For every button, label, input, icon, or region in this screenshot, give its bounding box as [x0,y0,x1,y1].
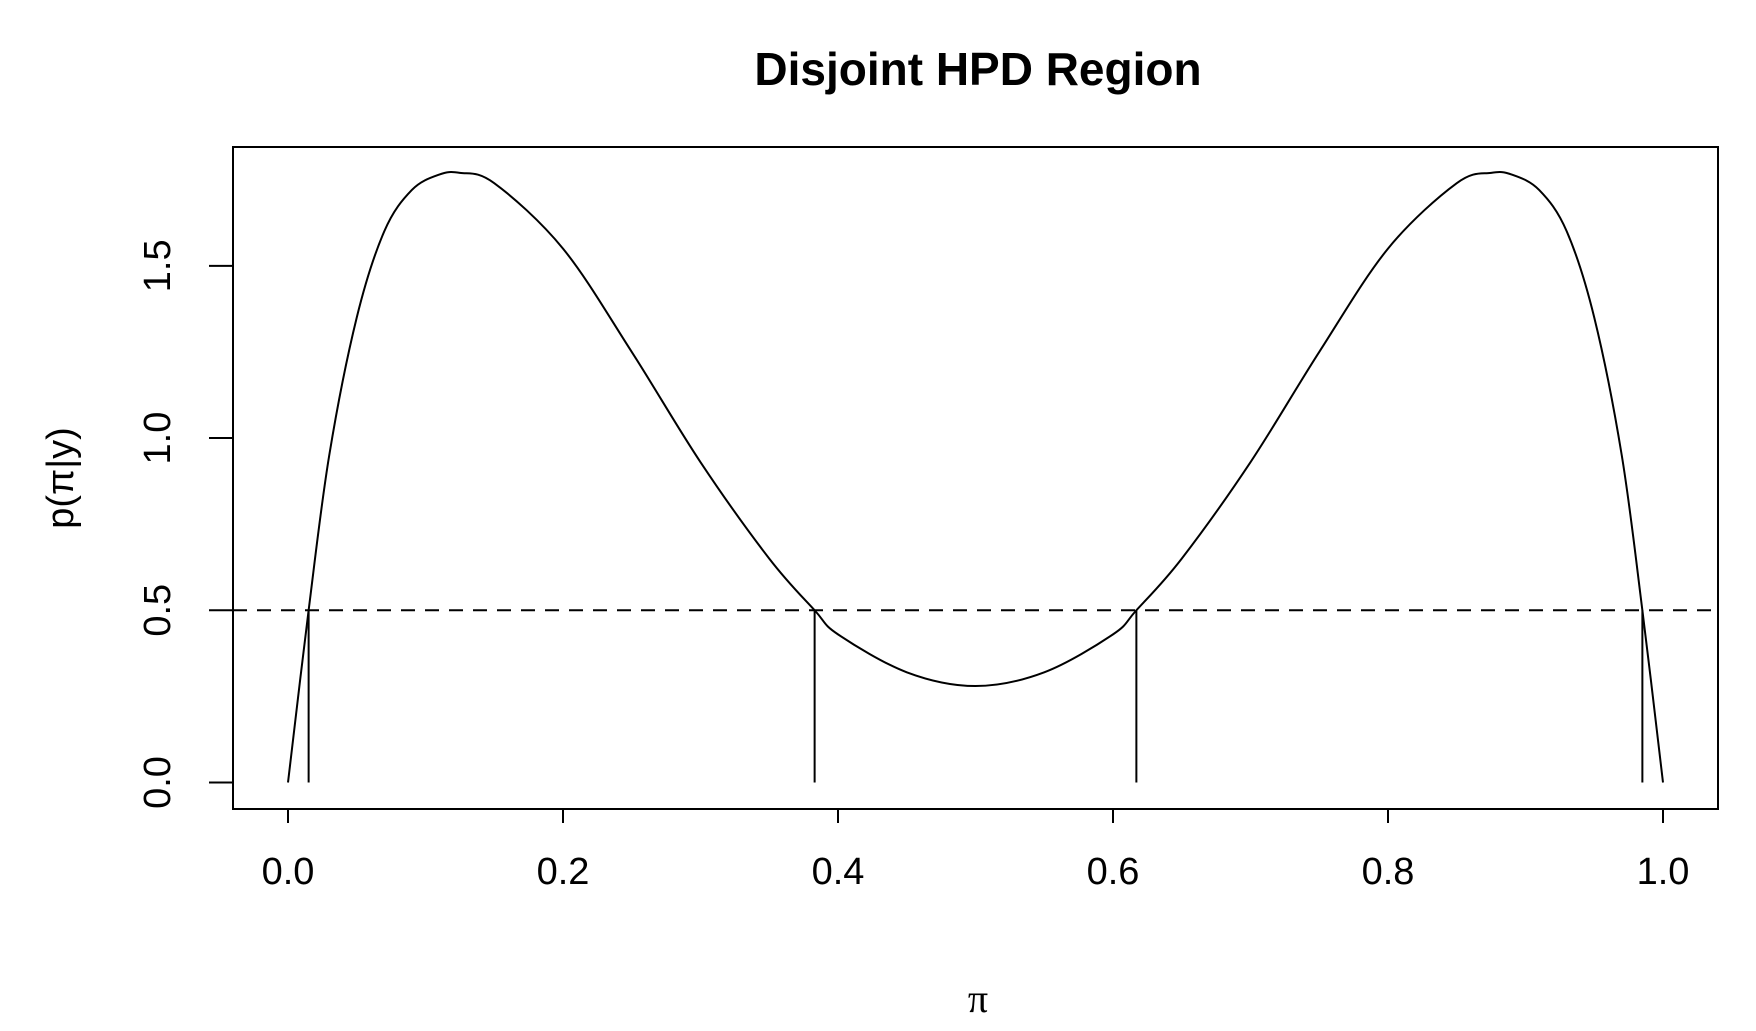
x-axis-label: π [968,976,988,1021]
y-tick-label: 1.5 [137,239,179,292]
y-tick-label: 0.5 [137,584,179,637]
y-axis: 0.0 0.5 1.0 1.5 [137,239,234,809]
x-tick-label: 0.8 [1362,851,1415,893]
plot-area [233,170,1718,783]
x-tick-label: 0.4 [812,851,865,893]
y-tick-label: 0.0 [137,756,179,809]
density-curve [287,170,1664,783]
x-tick-label: 0.2 [537,851,590,893]
x-tick-label: 1.0 [1637,851,1690,893]
x-tick-label: 0.6 [1087,851,1140,893]
x-axis: 0.0 0.2 0.4 0.6 0.8 1.0 [262,808,1690,893]
y-tick-label: 1.0 [137,412,179,465]
chart-title: Disjoint HPD Region [754,43,1201,95]
x-tick-label: 0.0 [262,851,315,893]
plot-frame [232,146,1719,810]
y-axis-label: p(π|y) [40,427,82,529]
